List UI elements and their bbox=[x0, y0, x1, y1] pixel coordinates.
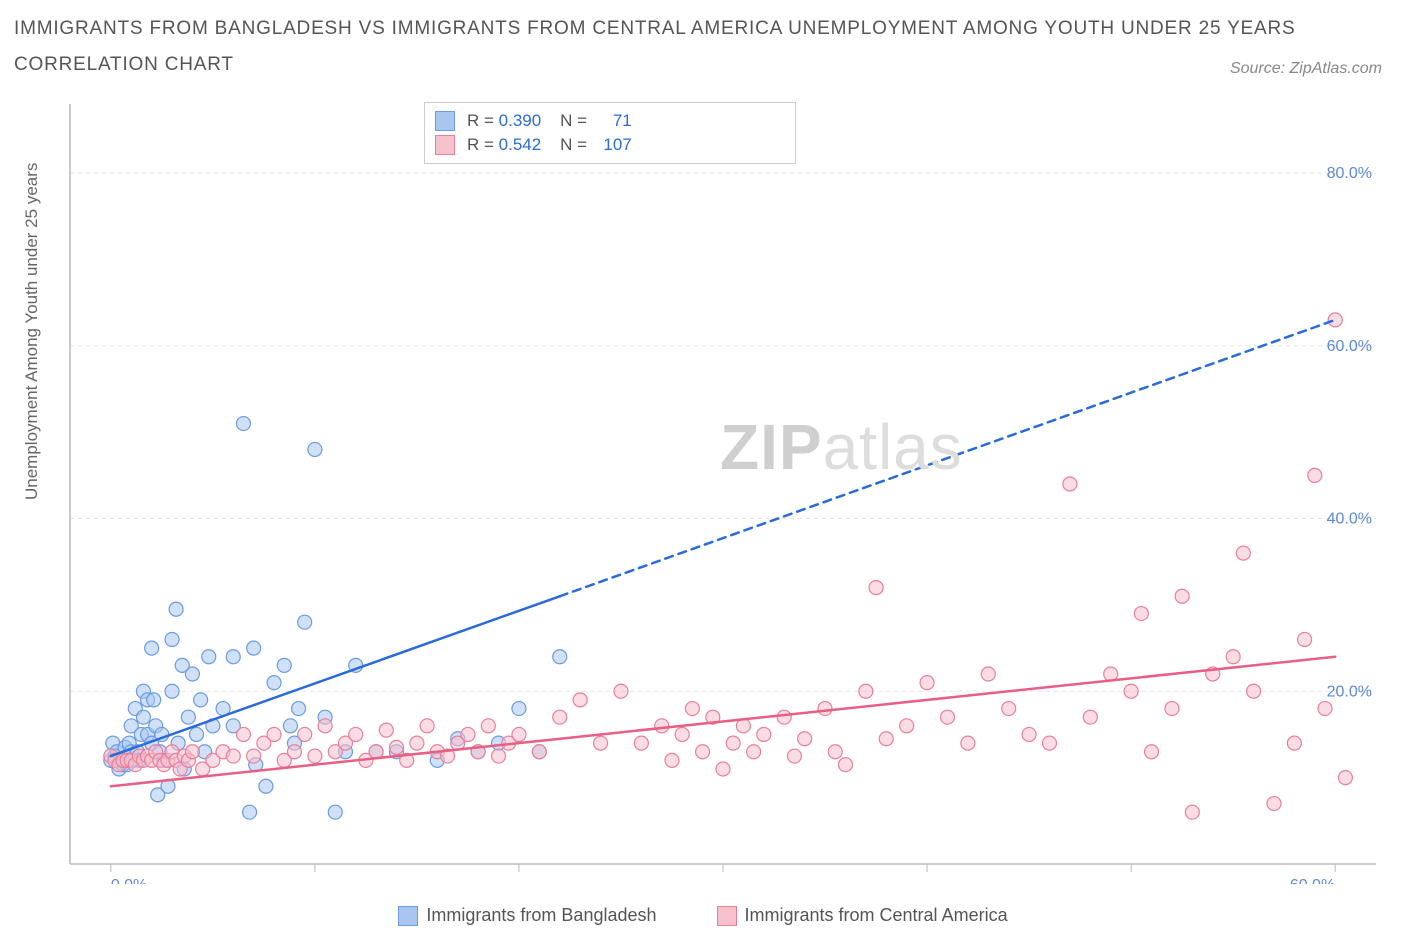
chart-area: 20.0% 40.0% 60.0% 80.0% 0.0% 60.0% bbox=[56, 94, 1392, 884]
svg-text:60.0%: 60.0% bbox=[1327, 338, 1372, 355]
legend-swatch-icon bbox=[717, 906, 737, 926]
series-legend: Immigrants from Bangladesh Immigrants fro… bbox=[0, 905, 1406, 926]
source-label: Source: ZipAtlas.com bbox=[1230, 60, 1382, 78]
chart-title: IMMIGRANTS FROM BANGLADESH VS IMMIGRANTS… bbox=[14, 18, 1386, 76]
svg-text:40.0%: 40.0% bbox=[1327, 511, 1372, 528]
legend-swatch-icon bbox=[435, 111, 455, 131]
legend-row: R = 0.390 N = 71 bbox=[435, 109, 785, 133]
scatter-chart: 20.0% 40.0% 60.0% 80.0% 0.0% 60.0% bbox=[56, 94, 1392, 884]
svg-text:20.0%: 20.0% bbox=[1327, 683, 1372, 700]
svg-text:80.0%: 80.0% bbox=[1327, 165, 1372, 182]
series-legend-item: Immigrants from Bangladesh bbox=[398, 905, 656, 926]
legend-row: R = 0.542 N = 107 bbox=[435, 133, 785, 157]
legend-swatch-icon bbox=[398, 906, 418, 926]
series-legend-label: Immigrants from Bangladesh bbox=[426, 905, 656, 926]
series-legend-label: Immigrants from Central America bbox=[745, 905, 1008, 926]
correlation-legend: R = 0.390 N = 71 R = 0.542 N = 107 bbox=[424, 102, 796, 164]
title-line-2: CORRELATION CHART bbox=[14, 54, 1386, 76]
svg-text:60.0%: 60.0% bbox=[1290, 877, 1335, 884]
legend-text: R = 0.542 N = 107 bbox=[467, 135, 632, 155]
legend-text: R = 0.390 N = 71 bbox=[467, 111, 632, 131]
svg-text:0.0%: 0.0% bbox=[111, 877, 147, 884]
y-axis-label: Unemployment Among Youth under 25 years bbox=[22, 163, 42, 500]
series-legend-item: Immigrants from Central America bbox=[717, 905, 1008, 926]
legend-swatch-icon bbox=[435, 135, 455, 155]
title-line-1: IMMIGRANTS FROM BANGLADESH VS IMMIGRANTS… bbox=[14, 18, 1386, 40]
